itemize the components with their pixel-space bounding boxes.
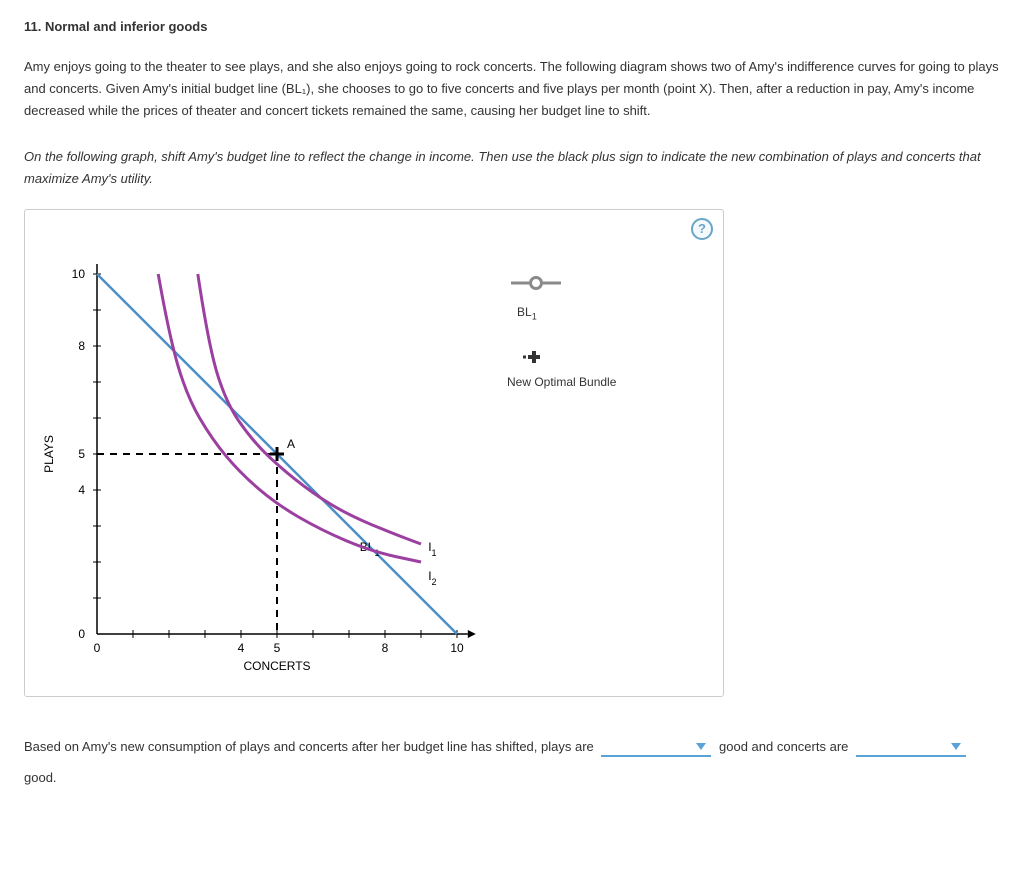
legend: BL1 New Optimal Bundle	[507, 272, 616, 684]
svg-text:4: 4	[78, 483, 85, 497]
legend-optimal-label: New Optimal Bundle	[507, 372, 616, 392]
help-button[interactable]: ?	[691, 218, 713, 240]
chevron-down-icon	[950, 741, 962, 751]
legend-plus-icon	[507, 348, 565, 366]
dropdown-concerts-type[interactable]	[856, 737, 966, 757]
svg-text:8: 8	[78, 339, 85, 353]
svg-text:PLAYS: PLAYS	[42, 435, 56, 473]
svg-text:10: 10	[72, 267, 86, 281]
answer-mid2: good.	[24, 770, 57, 785]
answer-sentence: Based on Amy's new consumption of plays …	[24, 731, 1000, 793]
dropdown-plays-type[interactable]	[601, 737, 711, 757]
answer-mid1: good and concerts are	[719, 739, 848, 754]
question-body: Amy enjoys going to the theater to see p…	[24, 56, 1000, 122]
svg-text:I2: I2	[428, 569, 436, 587]
question-title: 11. Normal and inferior goods	[24, 16, 1000, 38]
svg-text:CONCERTS: CONCERTS	[243, 659, 310, 673]
svg-text:4: 4	[238, 641, 245, 655]
question-instruction: On the following graph, shift Amy's budg…	[24, 146, 1000, 190]
legend-bl-symbol	[507, 276, 565, 290]
svg-text:5: 5	[78, 447, 85, 461]
legend-bl-label: BL1	[517, 302, 616, 325]
graph-panel: ? 045810045810CONCERTSPLAYSBL1I1I2A BL1	[24, 209, 724, 697]
svg-text:5: 5	[274, 641, 281, 655]
svg-text:10: 10	[450, 641, 464, 655]
svg-text:8: 8	[382, 641, 389, 655]
chart-svg: 045810045810CONCERTSPLAYSBL1I1I2A	[37, 264, 477, 684]
svg-text:A: A	[287, 437, 295, 451]
chevron-down-icon	[695, 741, 707, 751]
chart-area[interactable]: 045810045810CONCERTSPLAYSBL1I1I2A	[37, 264, 477, 684]
svg-text:0: 0	[94, 641, 101, 655]
legend-optimal[interactable]	[507, 346, 616, 368]
answer-prefix: Based on Amy's new consumption of plays …	[24, 739, 594, 754]
svg-text:0: 0	[78, 627, 85, 641]
svg-text:I1: I1	[428, 540, 436, 558]
legend-bl[interactable]	[507, 272, 616, 294]
